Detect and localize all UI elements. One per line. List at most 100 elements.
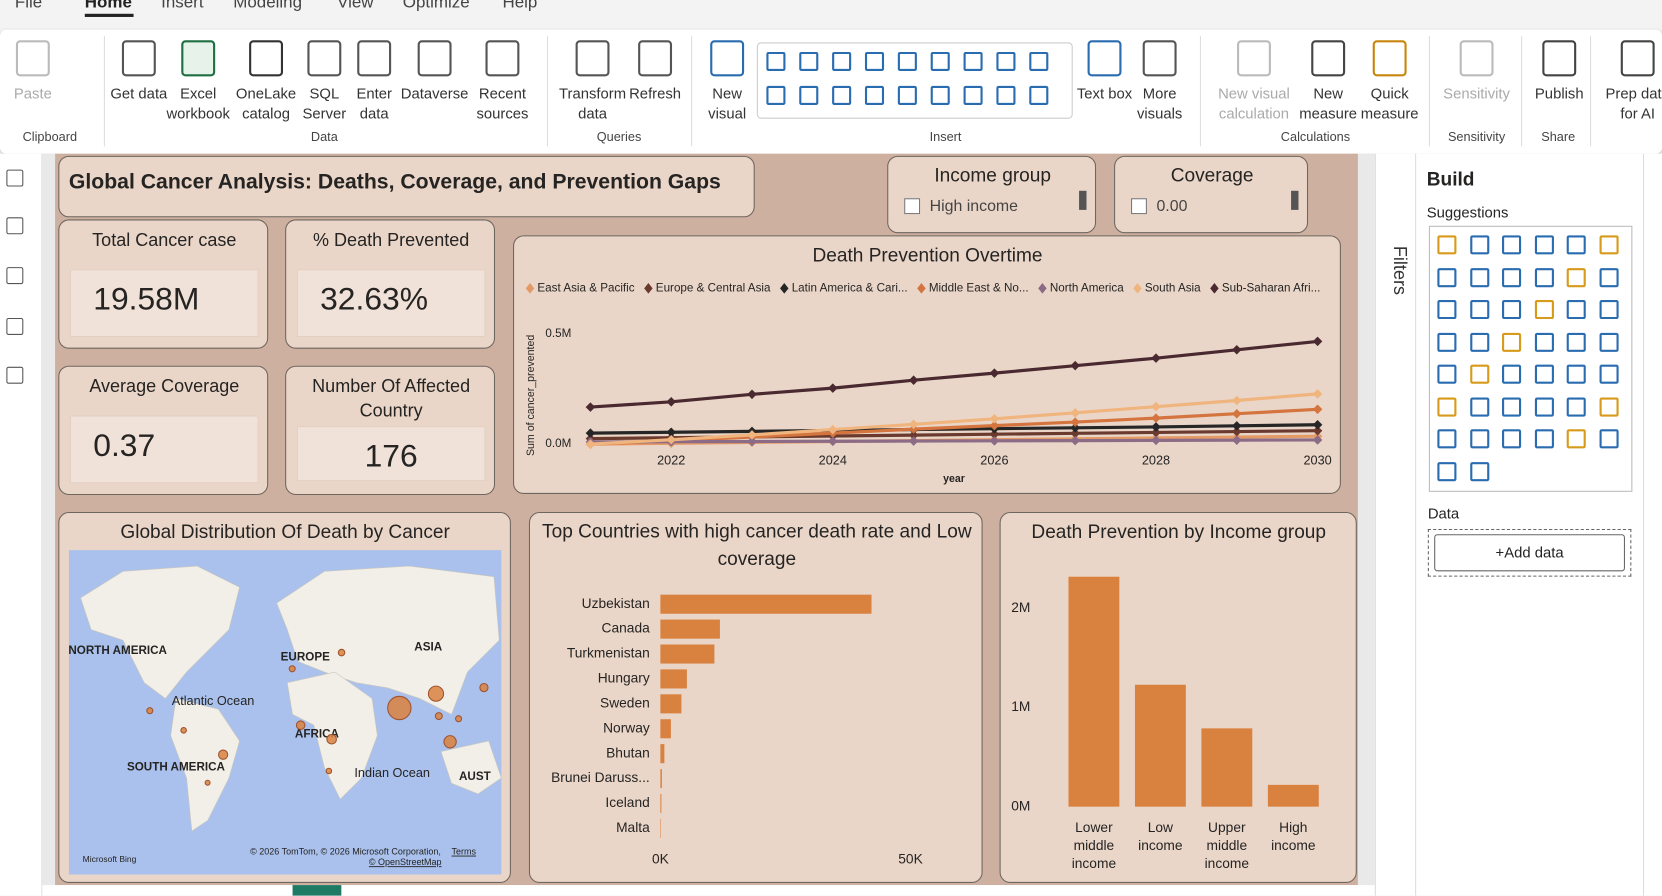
visual-icon[interactable] [1502, 235, 1522, 255]
panel: Death Prevention by Income group 0M 1M 2M Lo… [999, 511, 1357, 883]
visual-icon[interactable] [1437, 332, 1457, 352]
visual-icon[interactable] [1469, 396, 1489, 417]
visual-icon[interactable] [1469, 364, 1489, 384]
x-tick-label: 0K [652, 851, 670, 866]
visual-icon[interactable] [1566, 267, 1586, 287]
visual-icon[interactable] [1469, 461, 1489, 481]
visual-icon[interactable] [1437, 396, 1457, 417]
map-bubble [443, 735, 457, 749]
visual-icon[interactable] [1534, 396, 1554, 417]
visual-icon[interactable] [1469, 235, 1489, 255]
ribbon-button[interactable]: Prep data for AI [1605, 84, 1662, 122]
visual-icon[interactable] [1437, 461, 1457, 481]
visual-icon[interactable] [1469, 267, 1489, 287]
visual-icon[interactable] [1437, 299, 1457, 320]
ribbon-button[interactable]: Refresh [629, 84, 682, 102]
ribbon-button[interactable]: New visual calculation [1218, 84, 1290, 122]
visual-icon[interactable] [1502, 299, 1522, 320]
visual-icon[interactable] [1599, 429, 1619, 449]
ribbon-button[interactable]: Excel workbook [166, 84, 230, 122]
visual-icon[interactable] [1502, 429, 1522, 449]
ribbon-tab[interactable]: Home [84, 0, 132, 12]
map-bubble [427, 685, 445, 702]
ribbon-button[interactable]: Get data [110, 84, 168, 102]
visual-icon[interactable] [1502, 332, 1522, 352]
y-tick-label: 1M [1011, 699, 1030, 714]
slicer-scrollbar [1079, 190, 1087, 210]
visual-icon[interactable] [1599, 267, 1619, 287]
visual-icon[interactable] [1599, 299, 1619, 320]
ribbon-tab[interactable]: Optimize [402, 0, 470, 12]
line-marker [1232, 395, 1242, 406]
line-marker [585, 439, 596, 449]
button-icon [15, 40, 50, 77]
visual-icon[interactable] [1534, 235, 1554, 255]
y-tick-label: Malta [616, 820, 650, 835]
panel: Total Cancer case 19.58M [58, 219, 269, 349]
visual-icon[interactable] [1502, 364, 1522, 384]
visual-icon[interactable] [1437, 364, 1457, 384]
slicer-item[interactable]: High income [929, 197, 1018, 216]
separator [546, 36, 549, 147]
ribbon-tab[interactable]: View [337, 0, 374, 12]
ribbon-button[interactable]: Quick measure [1360, 84, 1419, 122]
visual-icon[interactable] [1566, 299, 1586, 320]
visual-icon[interactable] [1469, 299, 1489, 320]
visual-icon[interactable] [1534, 332, 1554, 352]
x-tick-label: High income [1271, 819, 1316, 854]
visual-icon[interactable] [1502, 267, 1522, 287]
ribbon-button[interactable]: New visual [708, 84, 747, 122]
ribbon-button[interactable]: SQL Server [302, 84, 347, 122]
visual-icon[interactable] [1566, 364, 1586, 384]
visual-icon[interactable] [1469, 332, 1489, 352]
ribbon-button[interactable]: Publish [1534, 84, 1584, 102]
ribbon-button[interactable]: Sensitivity [1443, 84, 1510, 102]
ribbon-tab[interactable]: Insert [161, 0, 204, 12]
line-series [590, 438, 1318, 444]
line-marker [908, 436, 919, 446]
gallery-icon [1029, 85, 1049, 105]
ribbon-button[interactable]: Recent sources [476, 84, 529, 122]
visual-icon[interactable] [1534, 299, 1554, 320]
pane-title: Build [1426, 168, 1475, 190]
x-tick-label: Upper middle income [1204, 819, 1250, 872]
add-data-button[interactable]: +Add data [1434, 534, 1625, 572]
ribbon-button[interactable]: Enter data [356, 84, 392, 122]
y-tick-label: Bhutan [606, 745, 650, 760]
visual-icon[interactable] [1566, 332, 1586, 352]
ribbon-button[interactable]: More visuals [1136, 84, 1183, 122]
ribbon-tab[interactable]: Modeling [233, 0, 303, 12]
visual-icon[interactable] [1534, 267, 1554, 287]
visual-icon[interactable] [1599, 364, 1619, 384]
ribbon-button[interactable]: OneLake catalog [235, 84, 297, 122]
visual-icon[interactable] [1534, 364, 1554, 384]
ribbon-group-label: Calculations [1280, 129, 1351, 145]
button-icon [357, 40, 392, 77]
visual-icon[interactable] [1437, 235, 1457, 255]
visual-icon[interactable] [1502, 396, 1522, 417]
ribbon-button[interactable]: Text box [1076, 84, 1133, 102]
visual-icon[interactable] [1566, 396, 1586, 417]
slicer-item[interactable]: 0.00 [1156, 197, 1188, 216]
chart-title: Death Prevention Overtime [813, 246, 1043, 267]
visual-icon[interactable] [1599, 396, 1619, 417]
ribbon-button[interactable]: Transform data [559, 84, 627, 122]
visual-icon[interactable] [1469, 429, 1489, 449]
ribbon-tab[interactable]: File [14, 0, 43, 12]
visual-icon[interactable] [1437, 267, 1457, 287]
visual-icon[interactable] [1534, 429, 1554, 449]
ribbon-button[interactable]: Dataverse [400, 84, 469, 102]
separator [1521, 36, 1523, 147]
visual-icon[interactable] [1437, 429, 1457, 449]
ribbon-button[interactable]: New measure [1299, 84, 1358, 122]
ribbon-tab[interactable]: Help [502, 0, 538, 12]
visual-icon[interactable] [1566, 429, 1586, 449]
visual-icon[interactable] [1566, 235, 1586, 255]
line-marker [1312, 435, 1323, 445]
visual-icon[interactable] [1599, 235, 1619, 255]
x-label-box: Lower middle income [1072, 819, 1116, 871]
bar [660, 769, 662, 789]
line-marker [989, 429, 1000, 439]
visual-icon[interactable] [1599, 332, 1619, 352]
ribbon-button[interactable]: Paste [13, 84, 52, 102]
